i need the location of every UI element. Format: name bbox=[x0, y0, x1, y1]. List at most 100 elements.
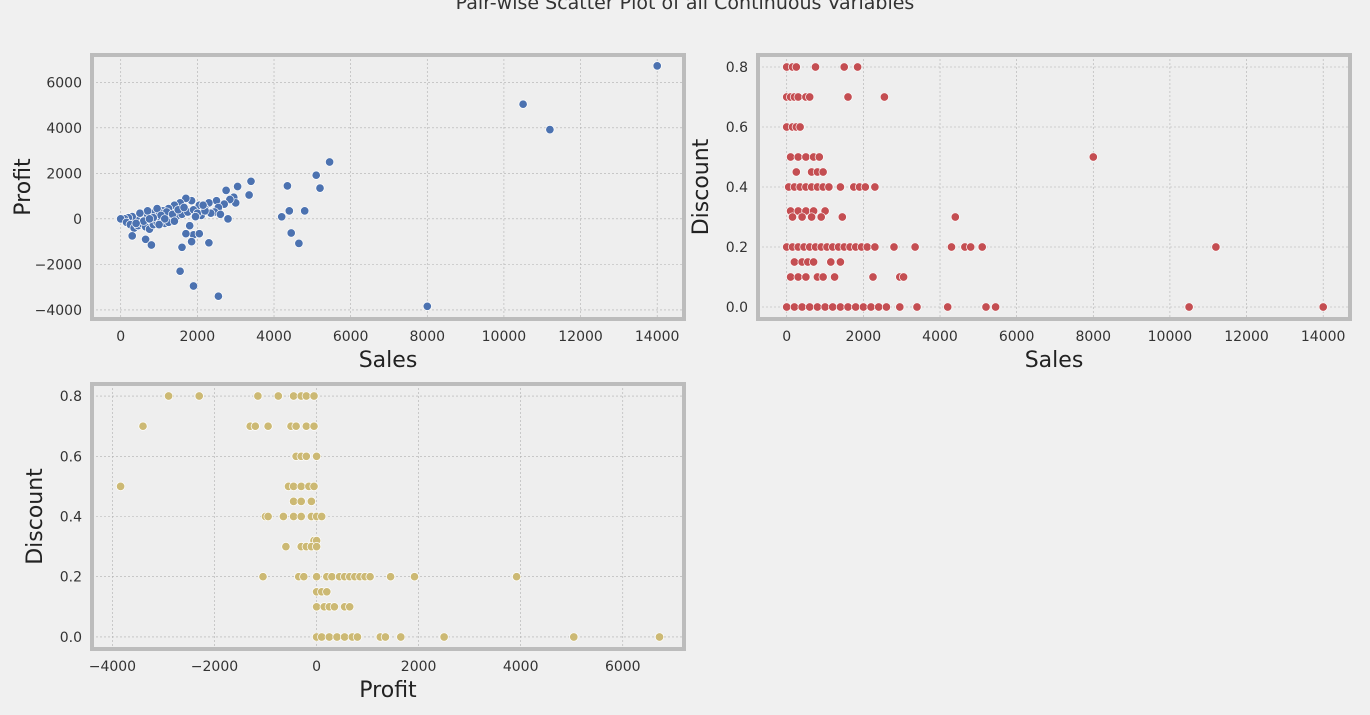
scatter-point bbox=[912, 302, 922, 312]
scatter-point bbox=[277, 212, 287, 222]
scatter-point bbox=[889, 242, 899, 252]
scatter-point bbox=[365, 572, 375, 582]
scatter-point bbox=[380, 632, 390, 642]
scatter-point bbox=[327, 572, 337, 582]
scatter-point bbox=[352, 632, 362, 642]
scatter-point bbox=[281, 542, 291, 552]
scatter-point bbox=[422, 301, 432, 311]
x-tick-label: 8000 bbox=[409, 329, 445, 345]
scatter-point bbox=[386, 572, 396, 582]
scatter-point bbox=[138, 421, 148, 431]
scatter-point bbox=[807, 212, 817, 222]
scatter-point bbox=[309, 421, 319, 431]
scatter-point bbox=[652, 61, 662, 71]
scatter-point bbox=[204, 238, 214, 248]
scatter-point bbox=[317, 511, 327, 522]
scatter-point bbox=[518, 99, 528, 109]
x-tick-label: 2000 bbox=[401, 659, 437, 675]
scatter-point bbox=[946, 242, 957, 252]
scatter-point bbox=[860, 182, 870, 192]
scatter-point bbox=[797, 302, 807, 312]
y-tick-label: 0.2 bbox=[60, 570, 82, 586]
x-tick-label: 14000 bbox=[1301, 329, 1346, 345]
scatter-point bbox=[874, 302, 884, 312]
scatter-point bbox=[332, 632, 342, 642]
scatter-point bbox=[187, 237, 197, 247]
scatter-point bbox=[654, 632, 665, 642]
scatter-point bbox=[782, 302, 792, 312]
scatter-point bbox=[791, 62, 801, 72]
scatter-point bbox=[793, 152, 803, 162]
scatter-point bbox=[396, 632, 406, 642]
scatter-point bbox=[870, 242, 880, 252]
scatter-point bbox=[862, 242, 872, 252]
scatter-point bbox=[868, 272, 878, 282]
x-tick-label: −2000 bbox=[191, 659, 238, 675]
x-tick-label: 4000 bbox=[922, 329, 958, 345]
scatter-point bbox=[309, 481, 319, 491]
scatter-point bbox=[300, 206, 310, 216]
scatter-point bbox=[943, 302, 953, 312]
x-tick-label: 6000 bbox=[333, 329, 369, 345]
x-tick-label: 10000 bbox=[1148, 329, 1193, 345]
y-tick-label: 0.8 bbox=[60, 389, 82, 405]
scatter-point bbox=[910, 242, 920, 252]
y-tick-label: −2000 bbox=[35, 257, 82, 273]
y-tick-label: 2000 bbox=[46, 166, 82, 182]
scatter-point bbox=[791, 167, 801, 177]
scatter-point bbox=[881, 302, 891, 312]
scatter-point bbox=[306, 496, 316, 506]
scatter-point bbox=[950, 212, 960, 222]
scatter-point bbox=[853, 62, 863, 72]
scatter-point bbox=[278, 511, 288, 522]
scatter-point bbox=[286, 228, 296, 238]
scatter-point bbox=[981, 302, 991, 312]
scatter-point bbox=[545, 125, 555, 135]
x-tick-label: 6000 bbox=[605, 659, 641, 675]
scatter-point bbox=[312, 542, 322, 552]
scatter-point bbox=[1211, 242, 1221, 252]
scatter-point bbox=[866, 302, 876, 312]
scatter-point bbox=[312, 451, 322, 461]
scatter-point bbox=[805, 92, 815, 102]
scatter-point bbox=[797, 212, 807, 222]
x-tick-label: 2000 bbox=[846, 329, 882, 345]
scatter-point bbox=[966, 242, 976, 252]
scatter-point bbox=[273, 391, 283, 401]
scatter-point bbox=[1318, 302, 1328, 312]
y-tick-label: 0.6 bbox=[60, 449, 82, 465]
scatter-point bbox=[801, 152, 811, 162]
y-tick-label: 0 bbox=[73, 212, 82, 228]
scatter-point bbox=[289, 391, 299, 401]
x-axis-label: Sales bbox=[359, 348, 418, 373]
scatter-point bbox=[787, 212, 798, 222]
scatter-point bbox=[233, 181, 243, 192]
scatter-point bbox=[289, 511, 299, 522]
scatter-point bbox=[116, 481, 126, 491]
scatter-point bbox=[181, 229, 191, 239]
scatter-point bbox=[835, 182, 845, 192]
scatter-point bbox=[345, 602, 355, 612]
scatter-point bbox=[169, 216, 179, 226]
scatter-point bbox=[177, 242, 187, 252]
scatter-point bbox=[221, 185, 231, 195]
scatter-point bbox=[818, 167, 828, 177]
scatter-point bbox=[296, 511, 306, 522]
scatter-point bbox=[289, 496, 299, 506]
scatter-point bbox=[812, 302, 822, 312]
scatter-point bbox=[198, 200, 208, 210]
x-tick-label: 0 bbox=[312, 659, 321, 675]
scatter-point bbox=[164, 391, 174, 401]
scatter-point bbox=[244, 190, 254, 200]
scatter-point bbox=[818, 272, 828, 282]
scatter-point bbox=[135, 208, 145, 218]
scatter-point bbox=[301, 421, 311, 431]
scatter-point bbox=[258, 572, 268, 582]
x-tick-label: 10000 bbox=[482, 329, 527, 345]
axes-frame bbox=[90, 53, 686, 321]
scatter-point bbox=[895, 302, 905, 312]
axes-frame bbox=[90, 382, 686, 651]
scatter-point bbox=[826, 257, 836, 267]
scatter-point bbox=[843, 92, 853, 102]
scatter-point bbox=[512, 572, 522, 582]
